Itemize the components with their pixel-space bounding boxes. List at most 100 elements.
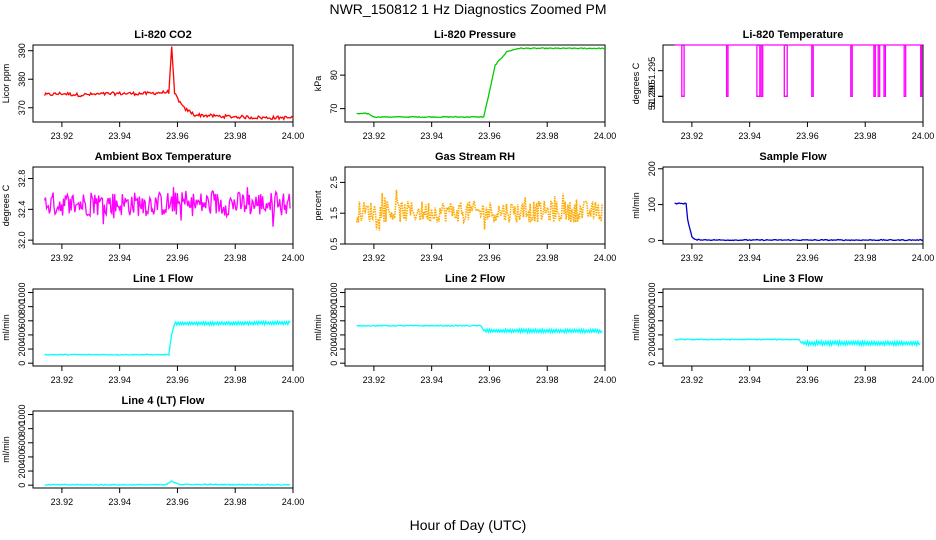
chart-sample: Sample Flow 23.92 23.94 23.96 23.98 24.00 0 100… bbox=[631, 151, 934, 263]
x-tick-label: 23.96 bbox=[478, 375, 501, 385]
y-tick-label: 0.5 bbox=[329, 238, 339, 251]
plot-frame bbox=[32, 44, 294, 123]
x-tick-label: 23.98 bbox=[224, 375, 247, 385]
y-tick-label: 200 bbox=[17, 464, 27, 479]
x-tick-label: 23.96 bbox=[166, 375, 189, 385]
y-tick-label: 0 bbox=[647, 361, 657, 366]
data-series-temperature bbox=[674, 44, 923, 97]
data-series-ambient bbox=[43, 187, 291, 227]
x-tick-label: 23.94 bbox=[738, 131, 761, 141]
chart-title: Li-820 CO2 bbox=[134, 29, 191, 41]
chart-line1: Line 1 Flow 23.92 23.94 23.96 23.98 24.00 0 200… bbox=[1, 273, 304, 385]
x-tick-label: 23.94 bbox=[738, 253, 761, 263]
x-tick-label: 23.94 bbox=[108, 375, 131, 385]
y-tick-label: 32.8 bbox=[17, 170, 27, 188]
y-axis-label: kPa bbox=[313, 76, 323, 92]
chart-rh: Gas Stream RH 23.92 23.94 23.96 23.98 24.00 0.… bbox=[313, 151, 616, 263]
x-tick-label: 23.94 bbox=[108, 497, 131, 507]
chart-pressure: Li-820 Pressure 23.92 23.94 23.96 23.98 24.00… bbox=[313, 29, 616, 141]
x-tick-label: 23.96 bbox=[166, 497, 189, 507]
y-axis-label: ml/min bbox=[631, 314, 641, 341]
y-axis-label: ml/min bbox=[631, 192, 641, 219]
chart-ambient: Ambient Box Temperature 23.92 23.94 23.96 23… bbox=[1, 151, 304, 263]
y-axis-label: degrees C bbox=[1, 184, 11, 226]
x-tick-label: 23.96 bbox=[478, 131, 501, 141]
data-series-line3 bbox=[674, 338, 921, 348]
chart-title: Li-820 Temperature bbox=[743, 29, 844, 41]
y-tick-label: 200 bbox=[647, 342, 657, 357]
x-tick-label: 23.96 bbox=[796, 375, 819, 385]
x-tick-label: 24.00 bbox=[594, 253, 617, 263]
y-axis-label: degrees C bbox=[631, 62, 641, 104]
x-tick-label: 24.00 bbox=[594, 375, 617, 385]
data-series-sample bbox=[674, 202, 924, 242]
x-tick-label: 24.00 bbox=[912, 131, 935, 141]
data-series-co2 bbox=[44, 46, 294, 121]
x-tick-label: 23.94 bbox=[108, 253, 131, 263]
x-tick-label: 23.98 bbox=[854, 375, 877, 385]
chart-title: Line 3 Flow bbox=[763, 273, 823, 285]
y-axis-label: ml/min bbox=[1, 436, 11, 463]
y-tick-label: 1000 bbox=[17, 283, 27, 303]
chart-title: Li-820 Pressure bbox=[434, 29, 516, 41]
plot-frame bbox=[344, 288, 606, 367]
x-axis-title: Hour of Day (UTC) bbox=[409, 517, 527, 533]
y-tick-label: 2.5 bbox=[329, 176, 339, 189]
y-tick-label: 70 bbox=[329, 104, 339, 114]
x-tick-label: 24.00 bbox=[594, 131, 617, 141]
y-tick-label: 600 bbox=[647, 313, 657, 328]
plot-frame bbox=[662, 288, 924, 367]
x-tick-label: 23.92 bbox=[363, 253, 386, 263]
data-series-line1 bbox=[44, 319, 291, 357]
x-tick-label: 23.98 bbox=[536, 253, 559, 263]
y-tick-label: 0 bbox=[647, 238, 657, 243]
y-tick-label: 400 bbox=[17, 449, 27, 464]
plot-frame bbox=[32, 166, 294, 245]
data-series-pressure bbox=[356, 47, 606, 119]
y-tick-label: 0 bbox=[329, 361, 339, 366]
y-tick-label: 400 bbox=[17, 327, 27, 342]
x-tick-label: 23.92 bbox=[51, 131, 74, 141]
y-tick-label: 1000 bbox=[647, 283, 657, 303]
y-tick-label: 600 bbox=[17, 435, 27, 450]
x-tick-label: 23.96 bbox=[478, 253, 501, 263]
x-tick-label: 24.00 bbox=[282, 131, 305, 141]
x-tick-label: 23.96 bbox=[166, 131, 189, 141]
x-tick-label: 23.98 bbox=[854, 253, 877, 263]
y-tick-label: 370 bbox=[17, 100, 27, 115]
y-tick-label: 100 bbox=[647, 197, 657, 212]
y-tick-label: 400 bbox=[329, 327, 339, 342]
x-tick-label: 23.92 bbox=[681, 131, 704, 141]
x-tick-label: 24.00 bbox=[282, 497, 305, 507]
y-tick-label: 800 bbox=[329, 299, 339, 314]
y-tick-label: 0 bbox=[17, 361, 27, 366]
data-series-line2 bbox=[356, 324, 603, 335]
x-tick-label: 23.98 bbox=[224, 253, 247, 263]
chart-temperature: Li-820 Temperature 23.92 23.94 23.96 23.98 24… bbox=[631, 29, 934, 141]
chart-co2: Li-820 CO2 23.92 23.94 23.96 23.98 24.00 370 38… bbox=[1, 29, 304, 141]
x-tick-label: 23.92 bbox=[363, 375, 386, 385]
x-tick-label: 23.98 bbox=[224, 497, 247, 507]
y-tick-label: 390 bbox=[17, 43, 27, 58]
plot-frame bbox=[32, 410, 294, 489]
y-tick-label: 600 bbox=[17, 313, 27, 328]
chart-title: Gas Stream RH bbox=[435, 151, 515, 163]
x-tick-label: 24.00 bbox=[912, 253, 935, 263]
y-axis-label: ml/min bbox=[313, 314, 323, 341]
y-tick-label: 800 bbox=[647, 299, 657, 314]
x-tick-label: 23.98 bbox=[224, 131, 247, 141]
x-tick-label: 24.00 bbox=[282, 375, 305, 385]
data-series-line4 bbox=[44, 480, 291, 487]
y-axis-label: Licor ppm bbox=[1, 64, 11, 104]
y-tick-label: 200 bbox=[17, 342, 27, 357]
plot-frame bbox=[344, 166, 606, 245]
y-tick-label: 51.29 bbox=[647, 85, 657, 108]
plot-frame bbox=[662, 166, 924, 245]
y-tick-label: 600 bbox=[329, 313, 339, 328]
x-tick-label: 23.92 bbox=[681, 375, 704, 385]
y-tick-label: 380 bbox=[17, 72, 27, 87]
x-tick-label: 23.92 bbox=[51, 253, 74, 263]
chart-line2: Line 2 Flow 23.92 23.94 23.96 23.98 24.00 0 200… bbox=[313, 273, 616, 385]
x-tick-label: 23.98 bbox=[854, 131, 877, 141]
